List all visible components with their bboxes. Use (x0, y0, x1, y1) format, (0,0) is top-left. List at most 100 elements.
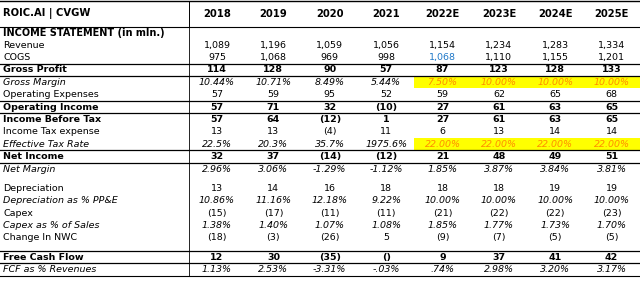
Text: 13: 13 (211, 184, 223, 193)
Text: 63: 63 (548, 115, 562, 124)
Text: 49: 49 (548, 152, 562, 161)
Text: 57: 57 (211, 115, 223, 124)
Text: Gross Profit: Gross Profit (3, 65, 67, 74)
Text: 65: 65 (549, 90, 561, 99)
Text: 3.87%: 3.87% (484, 164, 514, 174)
Text: 27: 27 (436, 103, 449, 112)
Bar (471, 76, 527, 88)
Text: 22.00%: 22.00% (538, 140, 573, 149)
Text: 3.20%: 3.20% (540, 265, 570, 274)
Text: (3): (3) (267, 233, 280, 242)
Text: 12.18%: 12.18% (312, 196, 348, 205)
Text: -1.29%: -1.29% (313, 164, 346, 174)
Text: 22.00%: 22.00% (594, 140, 630, 149)
Text: 1,283: 1,283 (541, 40, 569, 50)
Text: 1,201: 1,201 (598, 53, 625, 62)
Text: 1.85%: 1.85% (428, 164, 458, 174)
Text: 1,059: 1,059 (316, 40, 343, 50)
Text: 37: 37 (492, 253, 506, 262)
Text: 42: 42 (605, 253, 618, 262)
Bar (471, 138, 527, 150)
Text: .74%: .74% (431, 265, 454, 274)
Text: 10.44%: 10.44% (199, 78, 235, 87)
Text: (22): (22) (545, 209, 565, 217)
Bar (414, 76, 471, 88)
Text: 7.50%: 7.50% (428, 78, 458, 87)
Text: 2019: 2019 (259, 9, 287, 19)
Text: 8.49%: 8.49% (315, 78, 345, 87)
Text: 30: 30 (267, 253, 280, 262)
Text: 1,056: 1,056 (372, 40, 399, 50)
Text: (17): (17) (264, 209, 283, 217)
Text: 1.85%: 1.85% (428, 221, 458, 230)
Text: 61: 61 (492, 103, 506, 112)
Text: 57: 57 (211, 103, 223, 112)
Text: 10.00%: 10.00% (594, 196, 630, 205)
Text: 48: 48 (492, 152, 506, 161)
Text: 16: 16 (324, 184, 336, 193)
Bar (414, 138, 471, 150)
Text: (14): (14) (319, 152, 341, 161)
Bar (584, 138, 640, 150)
Text: 13: 13 (493, 127, 505, 137)
Text: -3.31%: -3.31% (313, 265, 346, 274)
Text: COGS: COGS (3, 53, 31, 62)
Text: 1: 1 (383, 115, 390, 124)
Text: 2.53%: 2.53% (259, 265, 289, 274)
Text: 10.00%: 10.00% (481, 196, 517, 205)
Text: Income Tax expense: Income Tax expense (3, 127, 100, 137)
Text: 1.77%: 1.77% (484, 221, 514, 230)
Text: 51: 51 (605, 152, 618, 161)
Text: 19: 19 (549, 184, 561, 193)
Text: 11: 11 (380, 127, 392, 137)
Text: 3.81%: 3.81% (596, 164, 627, 174)
Text: Net Margin: Net Margin (3, 164, 56, 174)
Text: (): () (381, 253, 390, 262)
Text: Change In NWC: Change In NWC (3, 233, 77, 242)
Text: 35.7%: 35.7% (315, 140, 345, 149)
Text: Operating Income: Operating Income (3, 103, 99, 112)
Bar (584, 76, 640, 88)
Text: 20.3%: 20.3% (259, 140, 289, 149)
Text: 13: 13 (211, 127, 223, 137)
Text: 1,234: 1,234 (485, 40, 513, 50)
Text: 133: 133 (602, 65, 621, 74)
Text: 41: 41 (548, 253, 562, 262)
Text: Depreciation: Depreciation (3, 184, 64, 193)
Text: 59: 59 (436, 90, 449, 99)
Text: 22.00%: 22.00% (424, 140, 461, 149)
Text: 95: 95 (324, 90, 336, 99)
Text: 32: 32 (323, 103, 337, 112)
Text: 1.07%: 1.07% (315, 221, 345, 230)
Text: 1.40%: 1.40% (259, 221, 289, 230)
Text: Gross Margin: Gross Margin (3, 78, 66, 87)
Text: 1.38%: 1.38% (202, 221, 232, 230)
Text: -1.12%: -1.12% (369, 164, 403, 174)
Text: 1,068: 1,068 (429, 53, 456, 62)
Text: 1.73%: 1.73% (540, 221, 570, 230)
Text: (11): (11) (376, 209, 396, 217)
Text: (10): (10) (375, 103, 397, 112)
Text: 22.00%: 22.00% (481, 140, 517, 149)
Text: 61: 61 (492, 115, 506, 124)
Text: 5: 5 (383, 233, 389, 242)
Text: 2020: 2020 (316, 9, 344, 19)
Text: 9: 9 (439, 253, 446, 262)
Text: 1,196: 1,196 (260, 40, 287, 50)
Text: 1.70%: 1.70% (596, 221, 627, 230)
Text: 1,068: 1,068 (260, 53, 287, 62)
Text: 2022E: 2022E (426, 9, 460, 19)
Text: 2023E: 2023E (482, 9, 516, 19)
Text: 2.98%: 2.98% (484, 265, 514, 274)
Text: Net Income: Net Income (3, 152, 64, 161)
Text: 1,110: 1,110 (485, 53, 513, 62)
Text: 10.00%: 10.00% (538, 196, 573, 205)
Text: Revenue: Revenue (3, 40, 45, 50)
Text: 14: 14 (605, 127, 618, 137)
Text: 1.08%: 1.08% (371, 221, 401, 230)
Text: 128: 128 (264, 65, 284, 74)
Text: 1,154: 1,154 (429, 40, 456, 50)
Text: 10.00%: 10.00% (594, 78, 630, 87)
Text: Income Before Tax: Income Before Tax (3, 115, 101, 124)
Text: (11): (11) (320, 209, 339, 217)
